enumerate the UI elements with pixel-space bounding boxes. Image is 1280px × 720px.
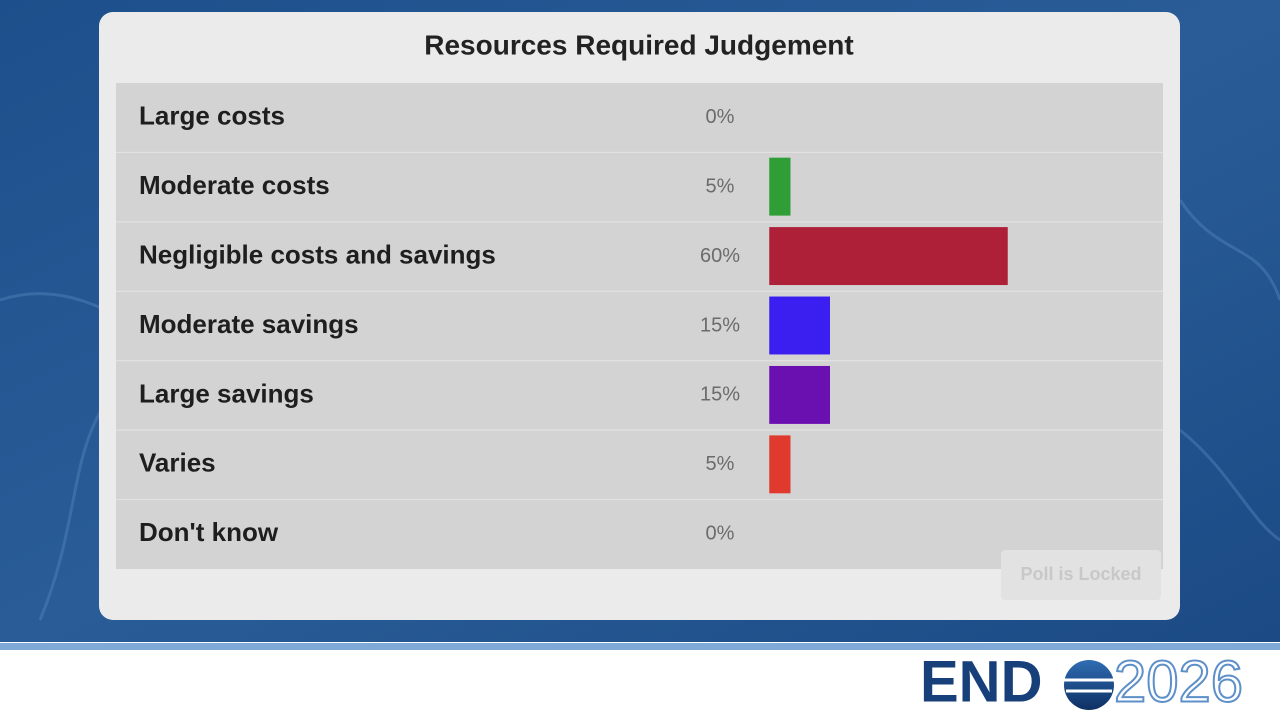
- poll-locked-label: Poll is Locked: [1020, 564, 1141, 584]
- percent-label: 5%: [706, 175, 735, 197]
- percent-label: 60%: [700, 245, 740, 267]
- percent-label: 0%: [706, 523, 735, 545]
- option-label: Moderate savings: [139, 309, 359, 339]
- option-label: Large costs: [139, 101, 285, 131]
- logo-globe-lines: [1064, 678, 1114, 693]
- option-label: Don't know: [139, 517, 279, 547]
- bar: [769, 365, 830, 424]
- bar: [769, 157, 791, 216]
- percent-label: 15%: [700, 384, 740, 406]
- bar: [769, 296, 830, 355]
- logo-globe: [1064, 660, 1114, 710]
- poll-locked-button[interactable]: [1001, 550, 1161, 600]
- logo-year: 2026: [1114, 649, 1243, 714]
- percent-label: 0%: [706, 106, 735, 128]
- poll-title: Resources Required Judgement: [424, 29, 853, 60]
- bar: [769, 227, 1008, 286]
- results-background: [116, 83, 1163, 569]
- option-label: Moderate costs: [139, 170, 330, 200]
- logo-brand: END: [920, 649, 1042, 714]
- option-label: Varies: [139, 448, 216, 478]
- option-label: Large savings: [139, 378, 314, 408]
- footer-stripe: [0, 643, 1280, 650]
- option-label: Negligible costs and savings: [139, 239, 496, 269]
- percent-label: 15%: [700, 314, 740, 336]
- results-list: Large costs 0% Moderate costs 5% Negligible …: [116, 83, 1163, 569]
- bar: [769, 435, 791, 494]
- percent-label: 5%: [706, 453, 735, 475]
